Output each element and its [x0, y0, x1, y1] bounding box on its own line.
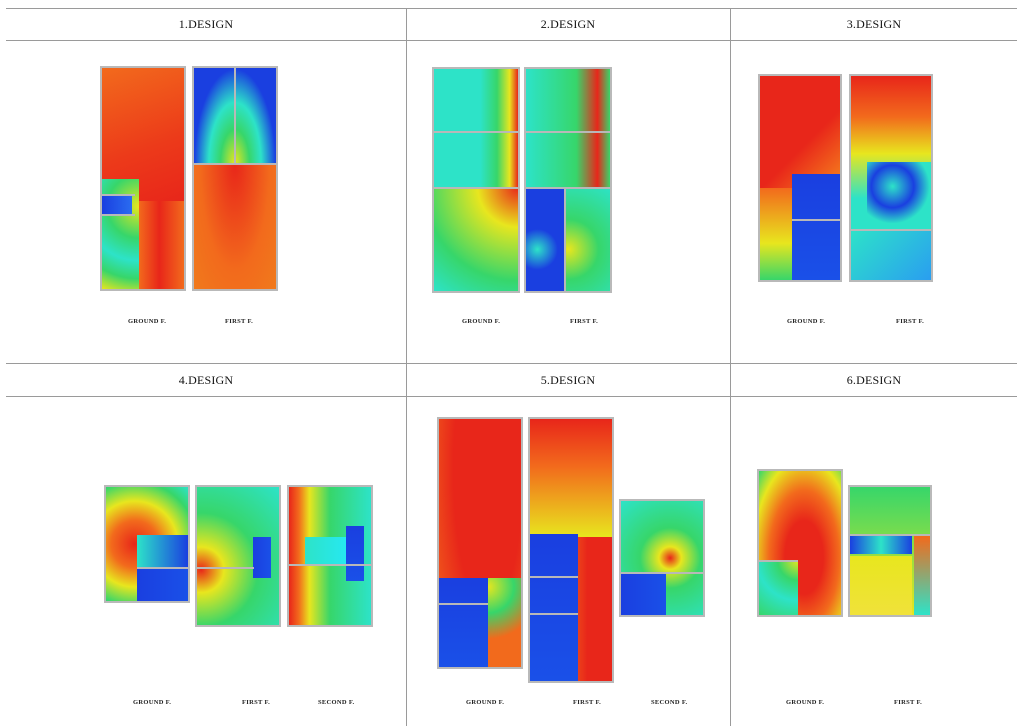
- heatmap-region: [137, 569, 188, 601]
- floor-plan-ground: [104, 485, 190, 603]
- floor-label: GROUND F.: [786, 699, 825, 706]
- wall: [197, 567, 255, 570]
- grid-line-header1: [6, 40, 1017, 41]
- floor-plan-first: [849, 74, 933, 282]
- floor-label: FIRST F.: [896, 318, 925, 325]
- floor-plan-first: [528, 417, 614, 683]
- grid-line-middle: [6, 363, 1017, 364]
- floor-label: FIRST F.: [225, 318, 254, 325]
- floor-label: GROUND F.: [128, 318, 167, 325]
- floor-label: SECOND F.: [651, 699, 688, 706]
- wall: [234, 68, 237, 164]
- panel-title: 2.DESIGN: [540, 17, 596, 31]
- wall: [621, 571, 703, 574]
- heatmap-region: [850, 556, 913, 615]
- panel-title: 6.DESIGN: [846, 373, 902, 387]
- wall: [563, 186, 566, 291]
- floor-plan-second: [287, 485, 373, 627]
- wall: [759, 560, 799, 563]
- grid-line-col1: [406, 8, 407, 726]
- floor-label: FIRST F.: [894, 699, 923, 706]
- heatmap-region: [102, 68, 184, 201]
- wall: [102, 213, 135, 216]
- wall: [530, 576, 578, 579]
- grid-line-header2: [6, 396, 1017, 397]
- floor-plan-ground: [100, 66, 186, 291]
- heatmap-region: [137, 534, 188, 567]
- heatmap-region: [760, 188, 792, 280]
- heatmap-region: [434, 186, 518, 291]
- heatmap-region: [434, 69, 518, 187]
- heatmap-region: [914, 535, 930, 615]
- heatmap-region: [102, 196, 132, 214]
- floor-plan-first: [192, 66, 278, 291]
- heatmap-region: [305, 536, 347, 565]
- floor-label: GROUND F.: [466, 699, 505, 706]
- heatmap-region: [530, 534, 578, 681]
- panel-title: 3.DESIGN: [846, 17, 902, 31]
- wall: [102, 193, 135, 196]
- wall: [439, 602, 489, 605]
- panel-title: 4.DESIGN: [178, 373, 234, 387]
- panel-title: 5.DESIGN: [540, 373, 596, 387]
- floor-label: FIRST F.: [242, 699, 271, 706]
- heatmap-region: [252, 536, 271, 579]
- heatmap-region: [621, 572, 667, 615]
- floor-plan-ground: [758, 74, 842, 282]
- heatmap-region: [851, 229, 931, 280]
- wall: [526, 186, 610, 189]
- floor-plan-first: [848, 485, 932, 617]
- floor-plan-ground: [437, 417, 523, 669]
- wall: [530, 612, 578, 615]
- wall: [194, 163, 276, 166]
- heatmap-region: [850, 535, 913, 554]
- heatmap-region: [194, 163, 276, 289]
- heatmap-region: [867, 161, 931, 223]
- heatmap-region: [526, 186, 564, 291]
- floor-plan-first: [524, 67, 612, 293]
- floor-label: FIRST F.: [573, 699, 602, 706]
- floor-plan-second: [619, 499, 705, 617]
- panel-title: 1.DESIGN: [178, 17, 234, 31]
- wall: [289, 564, 371, 567]
- floor-label: SECOND F.: [318, 699, 355, 706]
- wall: [792, 218, 840, 221]
- grid-line-top: [6, 8, 1017, 9]
- floor-label: GROUND F.: [462, 318, 501, 325]
- heatmap-region: [488, 577, 521, 667]
- floor-plan-ground: [757, 469, 843, 617]
- grid-line-col2: [730, 8, 731, 726]
- wall: [850, 534, 930, 537]
- floor-plan-ground: [432, 67, 520, 293]
- floor-label: GROUND F.: [787, 318, 826, 325]
- floor-label: FIRST F.: [570, 318, 599, 325]
- wall: [851, 229, 931, 231]
- wall: [434, 186, 518, 189]
- heatmap-region: [346, 525, 365, 581]
- heatmap-region: [792, 173, 840, 280]
- floor-plan-first: [195, 485, 281, 627]
- heatmap-region: [759, 560, 799, 615]
- heatmap-region: [439, 577, 489, 667]
- wall: [137, 566, 188, 569]
- heatmap-region: [563, 186, 610, 291]
- heatmap-region: [530, 419, 612, 537]
- wall: [434, 131, 518, 134]
- wall: [526, 131, 610, 134]
- floor-label: GROUND F.: [133, 699, 172, 706]
